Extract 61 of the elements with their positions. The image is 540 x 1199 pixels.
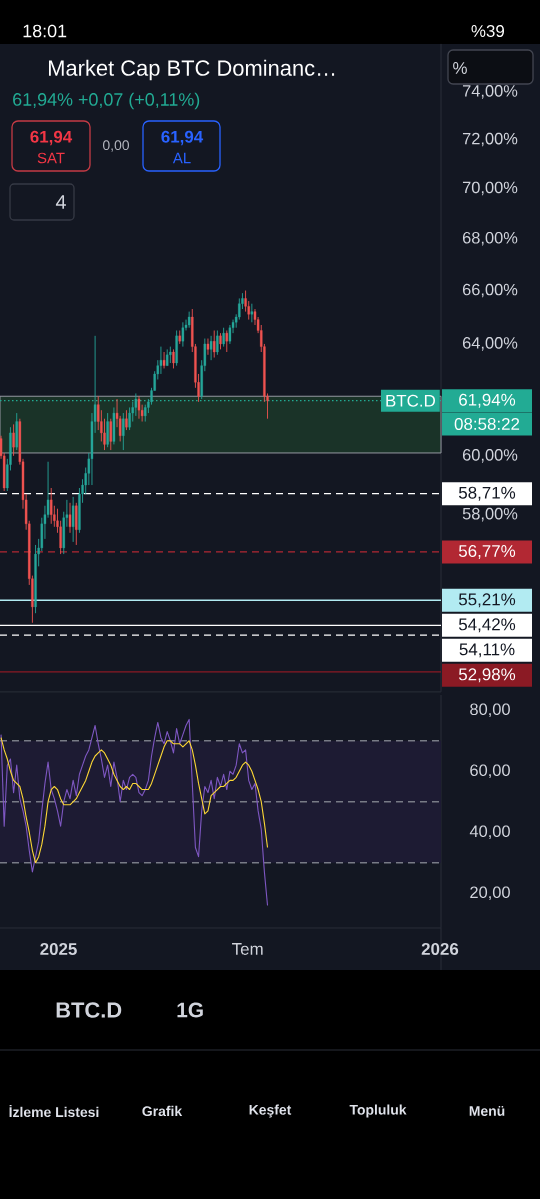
text: 1G [177, 1002, 203, 1018]
y-tick-label: 70,00% [462, 181, 518, 196]
text: % [453, 62, 467, 74]
annotation: AL [172, 152, 191, 164]
candlestick [159, 346, 163, 375]
y-tick-label: 66,00% [462, 283, 518, 298]
text: İzleme Listesi [9, 1104, 99, 1118]
text: Market Cap BTC Dominanc… [49, 59, 335, 81]
y-tick-label: 60,00 [470, 764, 510, 779]
text: 61,94% +0,07 (+0,11%) [13, 92, 200, 110]
y-tick-label: 80,00 [470, 703, 510, 718]
candlestick [213, 330, 216, 358]
y-tick-label: 60,00% [462, 449, 518, 463]
annotation: 0,00 [102, 140, 130, 152]
annotation: SAT [37, 152, 65, 164]
ref-line-label: 56,77% [458, 545, 516, 560]
candlestick [125, 409, 128, 431]
candlestick [225, 330, 228, 353]
text: Grafik [142, 1105, 183, 1117]
text: BTC.D [56, 1002, 122, 1018]
candlestick [68, 502, 72, 534]
y-tick-label: 58,00% [462, 507, 518, 522]
x-tick-label: Tem [232, 943, 263, 955]
y-tick-label: 68,00% [462, 231, 518, 246]
annotation: 61,94 [161, 130, 204, 146]
candlestick [206, 338, 210, 356]
text: Keşfet [249, 1104, 292, 1118]
candlestick [250, 303, 254, 323]
text: %39 [471, 24, 505, 37]
candlestick [12, 423, 15, 457]
y-tick-label: 72,00% [462, 132, 518, 147]
annotation: 4 [55, 195, 66, 209]
ref-line-label: 54,42% [458, 618, 516, 633]
x-tick-label: 2026 [421, 943, 459, 955]
text: 08:58:22 [454, 417, 520, 430]
line-series [0, 718, 269, 906]
candlestick [172, 348, 175, 369]
ref-line-label: 52,98% [458, 668, 516, 683]
candlestick [106, 412, 109, 448]
annotation: 61,94 [30, 130, 73, 146]
ref-line-label: 54,11% [459, 643, 515, 658]
candlestick [109, 418, 112, 451]
y-tick-label: 20,00 [470, 886, 510, 901]
y-tick-label: 40,00 [469, 825, 510, 840]
candlestick [49, 487, 53, 525]
y-tick-label: 74,00% [462, 85, 518, 99]
candlestick [209, 335, 213, 361]
candlestick [228, 324, 232, 345]
candlestick [71, 496, 75, 543]
text: Topluluk [349, 1104, 407, 1118]
y-tick-label: 64,00% [462, 337, 518, 351]
candlestick [122, 412, 125, 451]
x-tick-label: 2025 [40, 943, 77, 955]
ref-line-label: 61,94% [459, 393, 516, 408]
ref-line-label: 55,21% [458, 593, 516, 608]
ref-line-label: 58,71% [458, 486, 516, 501]
text: 18:01 [23, 24, 67, 38]
text: Menü [469, 1106, 505, 1116]
candlestick [75, 502, 78, 546]
candlestick [162, 351, 166, 369]
text: BTC.D [386, 394, 435, 407]
